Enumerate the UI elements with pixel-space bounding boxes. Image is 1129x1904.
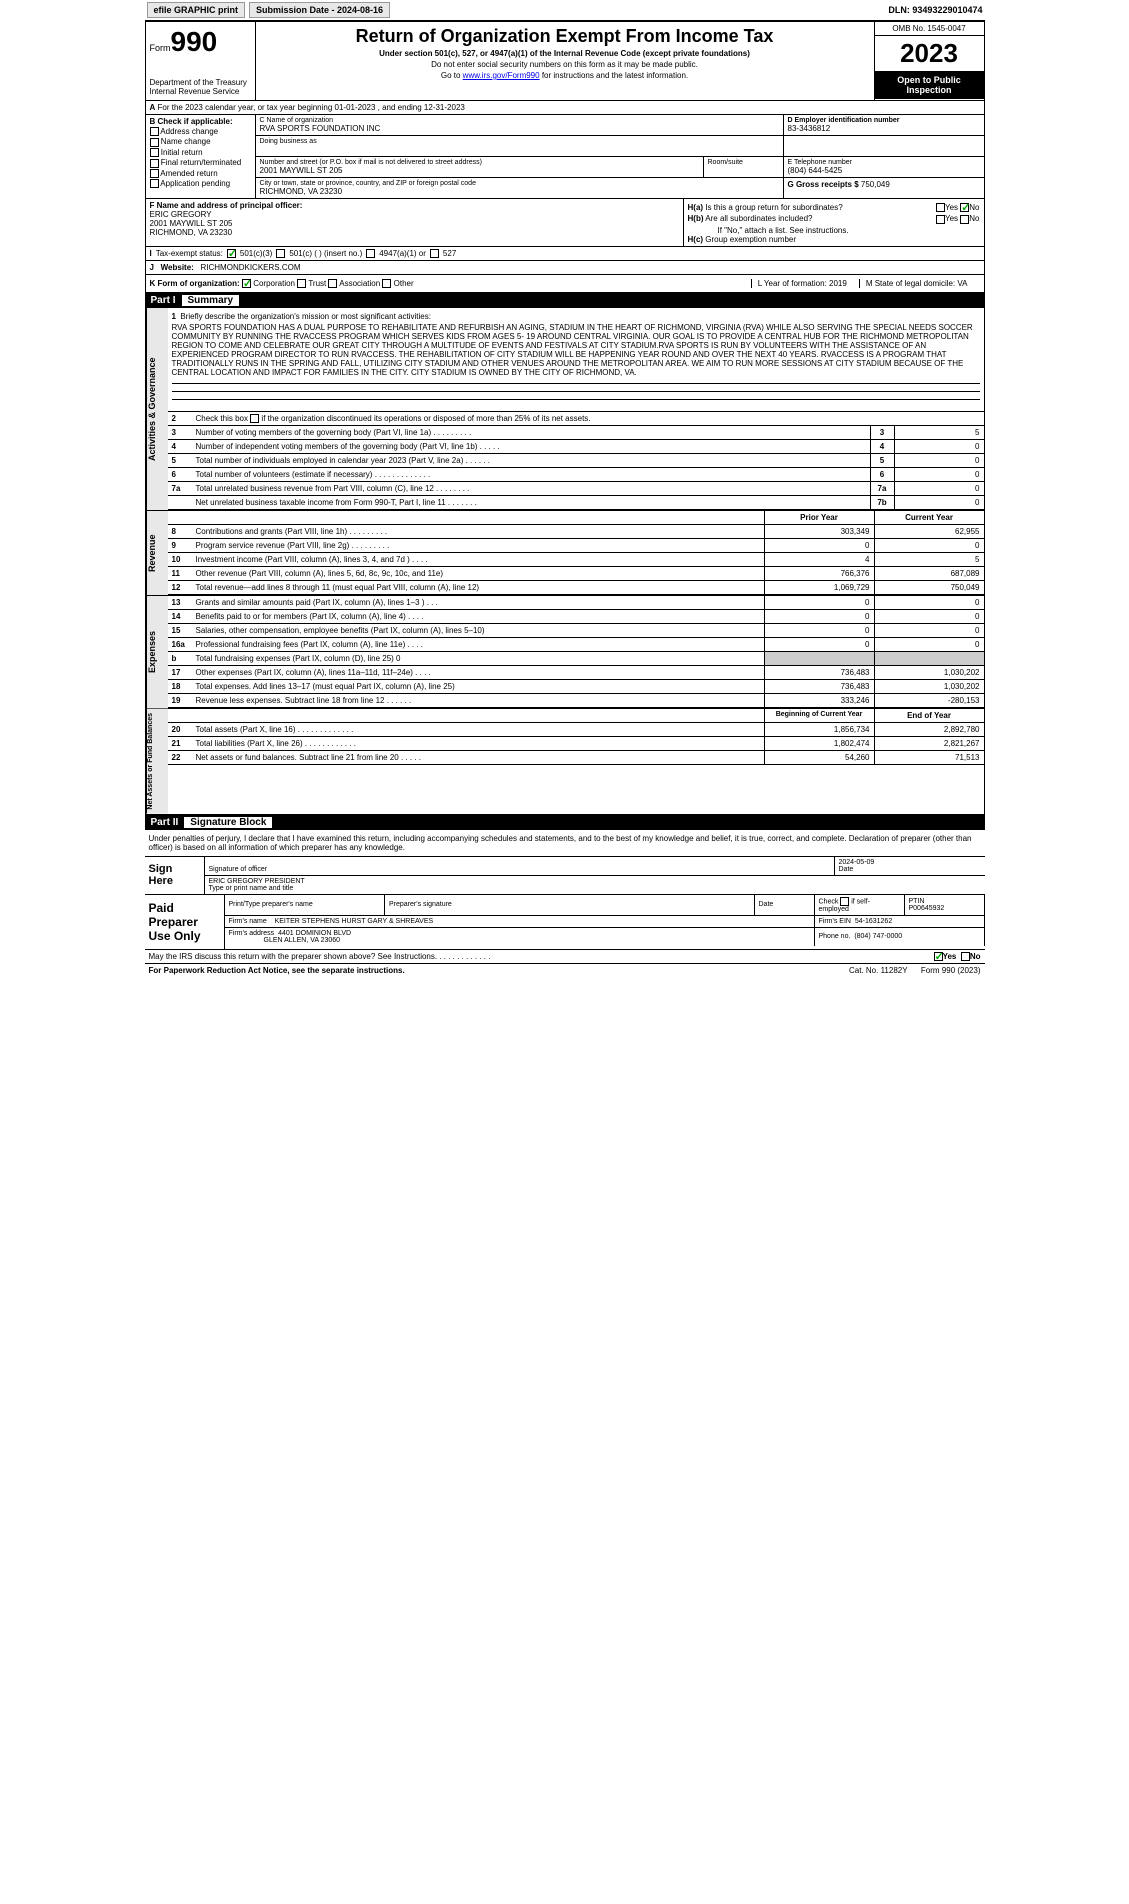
section-bcde: B Check if applicable: Address change Na… [145, 115, 985, 199]
chk-discontinued[interactable] [250, 414, 259, 423]
form-header: Form990 Department of the Treasury Inter… [145, 21, 985, 101]
firm-phone: (804) 747-0000 [854, 933, 902, 940]
row-klm: K Form of organization: Corporation Trus… [145, 275, 985, 293]
omb-number: OMB No. 1545-0047 [875, 22, 984, 36]
chk-trust[interactable] [297, 279, 306, 288]
sidebar-netassets: Net Assets or Fund Balances [146, 709, 168, 814]
prior-8: 303,349 [764, 525, 874, 538]
officer-name-title: ERIC GREGORY PRESIDENT [209, 878, 981, 885]
state-domicile: M State of legal domicile: VA [859, 279, 968, 288]
firm-name: KEITER STEPHENS HURST GARY & SHREAVES [275, 918, 434, 925]
chk-initial-return[interactable] [150, 148, 159, 157]
chk-amended[interactable] [150, 169, 159, 178]
chk-name-change[interactable] [150, 138, 159, 147]
chk-discuss-no[interactable] [961, 952, 970, 961]
sidebar-expenses: Expenses [146, 596, 168, 708]
topbar: efile GRAPHIC print Submission Date - 20… [145, 0, 985, 21]
city-state-zip: RICHMOND, VA 23230 [260, 187, 779, 196]
sidebar-revenue: Revenue [146, 511, 168, 595]
website-url: RICHMONDKICKERS.COM [201, 263, 301, 272]
chk-ha-no[interactable] [960, 203, 969, 212]
sign-here-block: Sign Here Signature of officer2024-05-09… [145, 857, 985, 895]
firm-ein: 54-1631262 [855, 918, 892, 925]
section-fgh: F Name and address of principal officer:… [145, 199, 985, 247]
firm-addr: 4401 DOMINION BLVD [278, 930, 351, 937]
chk-discuss-yes[interactable] [934, 952, 943, 961]
sidebar-activities: Activities & Governance [146, 308, 168, 510]
chk-final-return[interactable] [150, 159, 159, 168]
form-number: 990 [171, 26, 218, 57]
form-subtitle-1: Under section 501(c), 527, or 4947(a)(1)… [260, 49, 870, 58]
officer-name: ERIC GREGORY [150, 210, 679, 219]
part-2-header: Part IISignature Block [145, 815, 985, 830]
chk-assoc[interactable] [328, 279, 337, 288]
tax-year: 2023 [875, 36, 984, 71]
discuss-row: May the IRS discuss this return with the… [145, 950, 985, 964]
row-j-website: J Website: RICHMONDKICKERS.COM [145, 261, 985, 275]
val-6: 0 [894, 468, 984, 481]
chk-501c3[interactable] [227, 249, 236, 258]
street-address: 2001 MAYWILL ST 205 [260, 166, 699, 175]
chk-self-employed[interactable] [840, 897, 849, 906]
dept-label: Department of the Treasury Internal Reve… [150, 78, 251, 96]
chk-other[interactable] [382, 279, 391, 288]
sign-date: 2024-05-09 [839, 859, 981, 866]
efile-button[interactable]: efile GRAPHIC print [147, 2, 246, 18]
ptin: P00645932 [909, 905, 945, 912]
col-b-header: B Check if applicable: [150, 117, 251, 126]
org-name: RVA SPORTS FOUNDATION INC [260, 124, 779, 133]
chk-corp[interactable] [242, 279, 251, 288]
cat-no: Cat. No. 11282Y [849, 966, 908, 975]
chk-501c[interactable] [276, 249, 285, 258]
curr-8: 62,955 [874, 525, 984, 538]
part-1-header: Part ISummary [145, 293, 985, 308]
ein: 83-3436812 [788, 124, 980, 133]
chk-hb-no[interactable] [960, 215, 969, 224]
dln: DLN: 93493229010474 [888, 5, 982, 15]
gross-receipts: 750,049 [861, 180, 890, 189]
chk-hb-yes[interactable] [936, 215, 945, 224]
year-formation: L Year of formation: 2019 [751, 279, 847, 288]
val-5: 0 [894, 454, 984, 467]
chk-app-pending[interactable] [150, 179, 159, 188]
telephone: (804) 644-5425 [788, 166, 980, 175]
val-4: 0 [894, 440, 984, 453]
chk-address-change[interactable] [150, 127, 159, 136]
chk-527[interactable] [430, 249, 439, 258]
val-7b: 0 [894, 496, 984, 509]
chk-4947[interactable] [366, 249, 375, 258]
row-a-taxyear: A For the 2023 calendar year, or tax yea… [145, 101, 985, 115]
form-ref: Form 990 (2023) [921, 966, 981, 975]
mission-text: RVA SPORTS FOUNDATION HAS A DUAL PURPOSE… [172, 323, 980, 377]
chk-ha-yes[interactable] [936, 203, 945, 212]
form-title: Return of Organization Exempt From Incom… [260, 26, 870, 47]
row-i-tax-status: I Tax-exempt status: 501(c)(3) 501(c) ( … [145, 247, 985, 261]
form-label: Form [150, 43, 171, 53]
public-inspection: Open to Public Inspection [875, 71, 984, 99]
val-7a: 0 [894, 482, 984, 495]
form-subtitle-2: Do not enter social security numbers on … [260, 60, 870, 69]
signature-intro: Under penalties of perjury, I declare th… [145, 830, 985, 857]
mission-block: 1 Briefly describe the organization's mi… [168, 308, 984, 412]
footer: For Paperwork Reduction Act Notice, see … [145, 964, 985, 977]
submission-date: Submission Date - 2024-08-16 [249, 2, 390, 18]
instructions-link[interactable]: www.irs.gov/Form990 [463, 71, 540, 80]
paid-preparer-block: Paid Preparer Use Only Print/Type prepar… [145, 895, 985, 950]
val-3: 5 [894, 426, 984, 439]
